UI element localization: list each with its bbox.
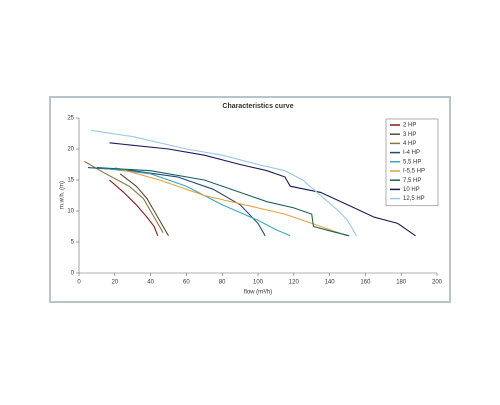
x-axis-label: flow (m³/h): [244, 290, 272, 296]
x-tick-label: 40: [147, 280, 154, 286]
legend-label: I-5,5 HP: [403, 169, 425, 175]
y-tick-label: 20: [67, 147, 74, 153]
x-tick-label: 20: [111, 280, 118, 286]
y-tick-label: 10: [67, 209, 74, 215]
y-tick-label: 0: [71, 271, 75, 277]
x-tick-label: 60: [183, 280, 190, 286]
series-line: [96, 167, 350, 237]
x-tick-label: 160: [360, 280, 371, 286]
x-tick-label: 180: [396, 280, 407, 286]
chart-frame: [49, 96, 451, 303]
legend-label: 10 HP: [403, 187, 420, 193]
x-tick-label: 80: [219, 280, 226, 286]
series-line: [114, 167, 348, 237]
y-tick-label: 15: [67, 178, 74, 184]
x-tick-label: 0: [77, 280, 81, 286]
legend-label: 7,5 HP: [403, 178, 421, 184]
chart-title: Characteristics curve: [222, 103, 293, 110]
series-line: [119, 173, 169, 237]
series-line: [87, 167, 266, 237]
series-line: [109, 142, 416, 237]
legend-label: 2 HP: [403, 123, 416, 129]
legend-label: 5,5 HP: [403, 159, 421, 165]
series-line: [96, 167, 291, 237]
legend-label: I-4 HP: [403, 150, 420, 156]
series-line: [109, 179, 159, 236]
x-tick-label: 140: [325, 280, 336, 286]
x-tick-label: 100: [253, 280, 264, 286]
x-tick-label: 200: [432, 280, 443, 286]
y-tick-label: 5: [71, 240, 75, 246]
y-tick-label: 25: [67, 116, 74, 122]
x-tick-label: 120: [289, 280, 300, 286]
y-axis-label: m.w.h. (m): [60, 181, 66, 209]
series-line: [84, 160, 164, 233]
legend-label: 12,5 HP: [403, 196, 425, 202]
legend-label: 3 HP: [403, 132, 416, 138]
series-line: [91, 129, 357, 237]
legend-label: 4 HP: [403, 141, 416, 147]
